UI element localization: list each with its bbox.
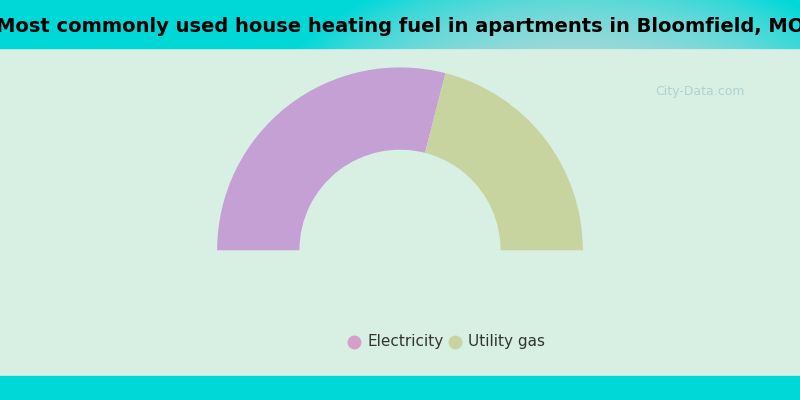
Text: Most commonly used house heating fuel in apartments in Bloomfield, MO: Most commonly used house heating fuel in… <box>0 16 800 36</box>
Bar <box>0 0 800 48</box>
Text: City-Data.com: City-Data.com <box>655 86 745 98</box>
Wedge shape <box>217 68 446 250</box>
Bar <box>0 376 800 400</box>
Text: Electricity: Electricity <box>367 334 443 349</box>
Text: Utility gas: Utility gas <box>468 334 545 349</box>
Wedge shape <box>425 73 583 250</box>
